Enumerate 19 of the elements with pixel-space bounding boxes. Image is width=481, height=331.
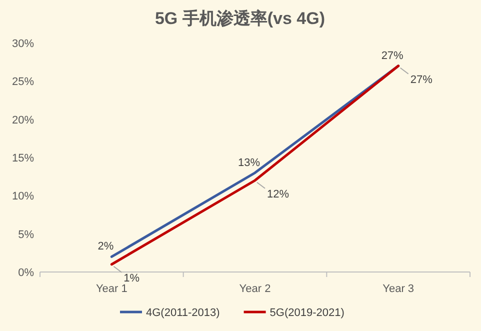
y-tick-label: 30% (12, 38, 34, 50)
data-label: 27% (410, 74, 433, 86)
y-tick-label: 5% (18, 228, 34, 241)
x-tick-label: Year 1 (96, 283, 128, 295)
data-label: 27% (381, 50, 404, 62)
data-label: 2% (98, 240, 114, 253)
x-tick-label: Year 2 (239, 283, 271, 295)
y-tick-label: 25% (12, 76, 34, 88)
legend-label: 5G(2019-2021) (270, 307, 344, 319)
y-tick-label: 15% (12, 152, 34, 164)
data-label: 13% (238, 156, 260, 169)
y-tick-label: 20% (12, 114, 34, 126)
y-tick-label: 0% (18, 267, 34, 279)
x-tick-label: Year 3 (382, 283, 414, 295)
y-tick-label: 10% (12, 190, 34, 203)
chart-title: 5G 手机渗透率(vs 4G) (154, 9, 326, 28)
legend-label: 4G(2011-2013) (146, 307, 220, 319)
data-label: 12% (267, 188, 290, 200)
data-label: 1% (124, 272, 140, 284)
